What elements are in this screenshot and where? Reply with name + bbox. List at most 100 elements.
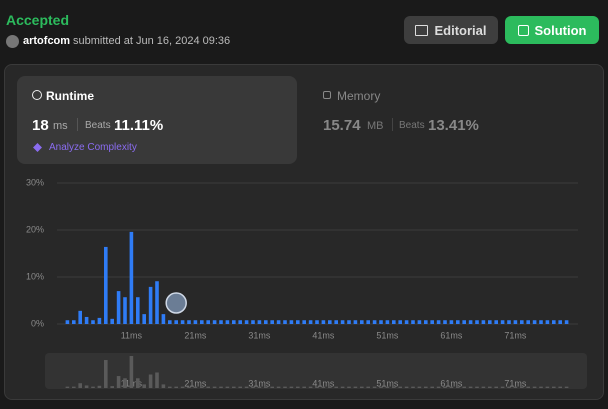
bar <box>187 320 191 324</box>
minimap-bar <box>334 386 338 388</box>
runtime-card[interactable] <box>17 76 297 164</box>
book-icon <box>415 24 429 36</box>
beats-label: Beats <box>85 120 111 131</box>
minimap-bar <box>328 386 332 388</box>
y-tick-label: 0% <box>31 318 44 328</box>
minimap-bar <box>532 386 537 388</box>
bar <box>513 320 518 324</box>
editorial-button[interactable]: Editorial <box>404 16 498 44</box>
minimap-bar <box>142 384 146 388</box>
minimap-bar <box>84 385 89 388</box>
bar <box>545 320 550 324</box>
x-tick-label: 41ms <box>312 330 335 340</box>
solution-button[interactable]: Solution <box>505 16 599 44</box>
runtime-beats: 11.11% <box>114 117 164 134</box>
bar <box>468 320 473 324</box>
bar <box>84 316 89 324</box>
bar <box>520 320 524 324</box>
minimap-bar <box>302 386 306 388</box>
minimap-tick-label: 71ms <box>504 378 527 388</box>
minimap-bar <box>244 386 249 388</box>
bar <box>232 320 236 324</box>
minimap-bar <box>424 386 428 388</box>
minimap-bar <box>219 386 223 388</box>
minimap-bar <box>564 386 569 388</box>
minimap-bar <box>148 374 153 388</box>
bar <box>142 314 146 324</box>
x-tick-label: 31ms <box>248 330 271 340</box>
minimap-bar <box>123 378 127 388</box>
minimap-bar <box>180 386 185 388</box>
bar <box>276 320 281 324</box>
bar <box>500 320 505 324</box>
minimap-bar <box>161 384 166 388</box>
minimap-bar <box>116 376 121 388</box>
minimap-bar <box>104 360 108 388</box>
bar <box>552 320 556 324</box>
bar <box>539 320 543 324</box>
minimap-tick-label: 21ms <box>184 378 207 388</box>
minimap-bar <box>212 386 217 388</box>
runtime-title: Runtime <box>46 89 94 103</box>
runtime-unit: ms <box>53 120 68 132</box>
bar <box>385 320 390 324</box>
bar <box>417 320 422 324</box>
minimap-bar <box>225 386 230 388</box>
bar <box>244 320 249 324</box>
bar <box>558 320 562 324</box>
minimap-bar <box>155 372 159 388</box>
minimap-bar <box>360 386 364 388</box>
minimap[interactable] <box>45 353 587 389</box>
minimap-bar <box>65 386 70 388</box>
bar <box>283 320 287 324</box>
bar <box>328 320 332 324</box>
bar <box>155 281 159 324</box>
bar <box>129 231 134 324</box>
minimap-bar <box>456 386 460 388</box>
memory-title: Memory <box>337 89 381 103</box>
bar <box>251 320 255 324</box>
minimap-bar <box>193 386 198 388</box>
minimap-bar <box>443 386 447 388</box>
minimap-bar <box>187 386 191 388</box>
bar <box>104 246 108 324</box>
minimap-bar <box>347 386 351 388</box>
minimap-bar <box>385 386 390 388</box>
bar <box>206 320 210 324</box>
bar <box>321 320 326 324</box>
analyze-link[interactable]: Analyze Complexity <box>49 142 137 153</box>
submitted: submitted at Jun 16, 2024 09:36 <box>73 35 231 47</box>
minimap-bar <box>353 386 358 388</box>
y-tick-label: 10% <box>26 271 44 281</box>
minimap-bar <box>372 386 377 388</box>
memory-icon <box>323 91 331 99</box>
bar <box>334 320 338 324</box>
minimap-bar <box>513 386 518 388</box>
bar <box>507 320 511 324</box>
minimap-bar <box>238 386 242 388</box>
bar <box>411 320 415 324</box>
minimap-bar <box>507 386 511 388</box>
minimap-bar <box>289 386 294 388</box>
minimap-bar <box>558 386 562 388</box>
bar <box>193 320 198 324</box>
minimap-bar <box>270 386 274 388</box>
button-label: Editorial <box>434 22 487 38</box>
minimap-bar <box>78 383 82 388</box>
user[interactable]: artofcom <box>23 35 71 47</box>
bar <box>526 320 530 324</box>
minimap-bar <box>110 386 114 388</box>
divider <box>392 118 393 131</box>
minimap-tick-label: 31ms <box>248 378 271 388</box>
memory-unit: MB <box>367 120 384 132</box>
bar <box>424 320 428 324</box>
bar <box>532 320 537 324</box>
minimap-bar <box>392 386 396 388</box>
bar <box>174 320 178 324</box>
minimap-bar <box>97 385 102 388</box>
bar <box>347 320 351 324</box>
minimap-bar <box>264 386 268 388</box>
bar <box>462 320 466 324</box>
x-tick-label: 21ms <box>184 330 207 340</box>
bar <box>123 297 127 324</box>
